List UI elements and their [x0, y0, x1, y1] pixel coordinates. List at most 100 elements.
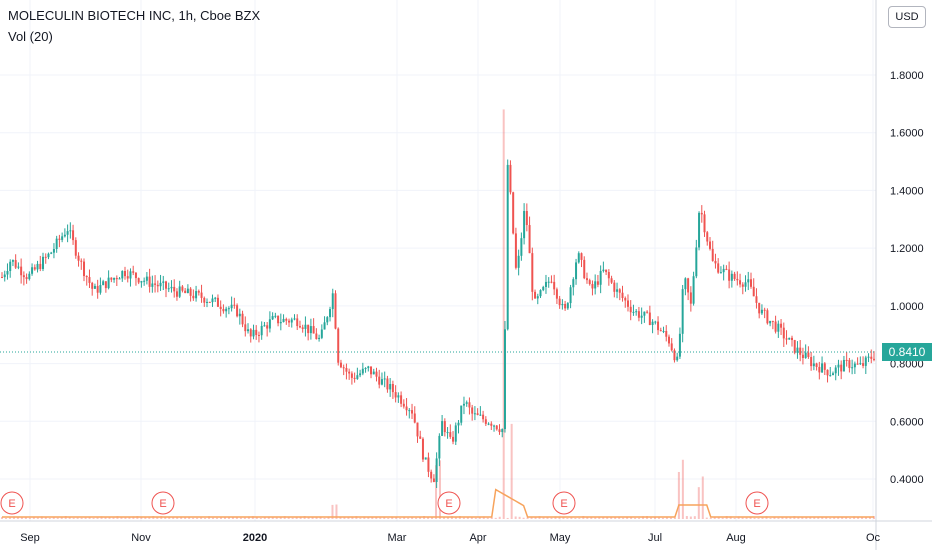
candle-body	[853, 363, 856, 368]
candle-body	[438, 435, 441, 459]
volume-bar	[602, 517, 605, 519]
candle-body	[137, 278, 140, 283]
volume-bar	[267, 517, 270, 519]
candle-body	[706, 232, 709, 242]
volume-bar	[438, 460, 441, 519]
candle-body	[104, 281, 107, 289]
candle-body	[643, 311, 646, 316]
candle-body	[208, 301, 211, 303]
candle-body	[479, 414, 482, 416]
volume-bar	[331, 504, 334, 519]
volume-bar	[419, 517, 422, 519]
candle-body	[465, 402, 468, 404]
candle-body	[867, 356, 870, 358]
candle-body	[244, 324, 247, 332]
candle-body	[170, 286, 173, 289]
time-axis[interactable]: Sep Nov 2020 Mar Apr May Jul Aug Oc	[20, 532, 880, 544]
candle-body	[58, 238, 61, 240]
volume-bar	[813, 517, 816, 519]
candle-body	[342, 367, 345, 369]
candle-body	[525, 210, 528, 226]
candle-body	[334, 293, 337, 329]
volume-indicator-label[interactable]: Vol (20)	[8, 29, 53, 44]
candle-body	[140, 281, 143, 283]
candle-body	[367, 366, 370, 369]
volume-bar	[204, 517, 207, 519]
volume-bar	[56, 517, 59, 519]
candle-body	[309, 326, 312, 334]
volume-bar	[235, 516, 238, 519]
candle-body	[763, 309, 766, 311]
candle-body	[17, 266, 20, 268]
time-tick-label: Nov	[131, 532, 151, 544]
candle-body	[544, 281, 547, 287]
volume-bar	[777, 517, 780, 519]
candle-body	[585, 278, 588, 281]
candle-body	[637, 311, 640, 318]
candle-body	[583, 259, 586, 279]
symbol-title[interactable]: MOLECULIN BIOTECH INC, 1h, Cboe BZX	[8, 8, 261, 23]
candle-body	[419, 436, 422, 439]
candle-body	[449, 432, 452, 437]
volume-bar	[785, 517, 788, 519]
candle-body	[255, 329, 258, 335]
candle-body	[345, 368, 348, 372]
candle-body	[441, 421, 444, 436]
volume-bar	[395, 516, 398, 519]
candle-body	[107, 277, 110, 289]
candle-body	[274, 315, 277, 317]
volume-bar	[689, 516, 692, 519]
candle-body	[435, 458, 438, 482]
candle-body	[812, 363, 815, 367]
price-axis[interactable]: 0.4000 0.6000 0.8000 1.0000 1.2000 1.4000 1.60…	[890, 70, 924, 486]
candle-body	[331, 293, 334, 310]
candle-body	[154, 283, 157, 285]
volume-bar	[837, 516, 840, 519]
candle-body	[577, 253, 580, 263]
volume-bar	[112, 517, 115, 519]
candle-body	[561, 303, 564, 306]
candle-body	[3, 274, 6, 278]
candle-body	[178, 286, 181, 297]
candle-body	[673, 350, 676, 361]
volume-bar	[821, 517, 824, 519]
candle-body	[520, 238, 523, 256]
candle-body	[277, 315, 280, 324]
candle-body	[126, 276, 129, 279]
candle-body	[195, 291, 198, 299]
volume-bar	[861, 516, 864, 519]
candle-body	[99, 285, 102, 293]
candle-body	[320, 329, 323, 338]
candlesticks	[1, 159, 875, 488]
candle-body	[312, 326, 315, 334]
volume-bar	[80, 517, 83, 519]
candle-body	[148, 276, 151, 287]
candle-body	[599, 270, 602, 285]
volume-bar	[88, 517, 91, 519]
earnings-marker-circle	[151, 491, 175, 515]
candle-body	[695, 247, 698, 277]
candle-body	[307, 324, 310, 334]
candle-body	[640, 315, 643, 318]
candle-body	[725, 268, 728, 270]
earnings-marker-circle	[745, 491, 769, 515]
candle-body	[159, 282, 162, 287]
candle-body	[80, 260, 83, 262]
volume-bar	[598, 517, 601, 519]
candle-body	[670, 343, 673, 351]
candle-body	[657, 321, 660, 331]
volume-bar	[753, 517, 756, 519]
candle-body	[156, 284, 159, 287]
candle-body	[77, 255, 80, 261]
volume-bar	[446, 516, 449, 519]
time-tick-label: 2020	[243, 532, 267, 544]
currency-badge[interactable]: USD	[888, 6, 926, 28]
volume-bar	[68, 517, 71, 519]
volume-bar	[817, 517, 820, 519]
candle-body	[52, 249, 55, 253]
volume-bar	[454, 516, 457, 519]
candle-body	[744, 282, 747, 287]
